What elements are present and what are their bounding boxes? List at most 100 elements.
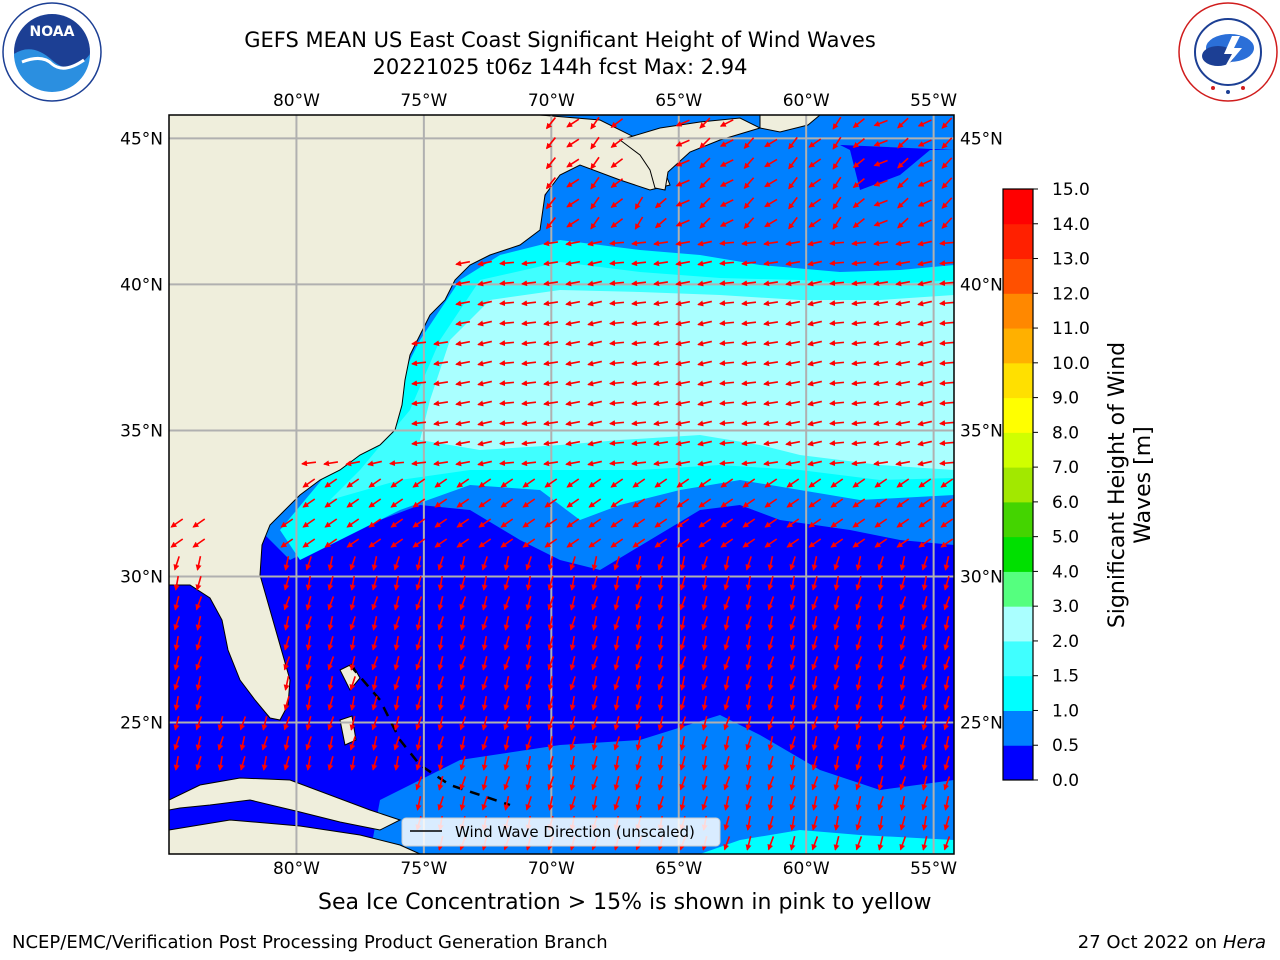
wave-arrow	[789, 556, 796, 571]
lat-tick-right: 25°N	[960, 714, 1003, 734]
wave-arrow	[393, 635, 400, 651]
wave-arrow	[855, 656, 863, 671]
wave-arrow	[346, 518, 360, 528]
wave-arrow	[789, 635, 796, 651]
wave-arrow	[459, 795, 466, 811]
wave-arrow	[699, 157, 711, 169]
wave-arrow	[697, 440, 713, 447]
wave-arrow	[415, 735, 422, 751]
wave-arrow	[653, 420, 669, 427]
wave-arrow	[324, 538, 338, 548]
wave-arrow	[349, 755, 356, 771]
colorbar-segment	[1003, 710, 1033, 746]
wave-arrow	[745, 796, 752, 811]
wave-arrow	[653, 400, 669, 407]
wave-arrow	[741, 240, 757, 247]
wave-arrow	[741, 420, 757, 427]
wave-arrow	[921, 776, 928, 791]
wave-arrow	[941, 137, 953, 149]
wave-arrow	[590, 156, 600, 170]
wave-arrow	[305, 676, 312, 691]
wave-arrow	[745, 776, 752, 791]
wave-arrow	[525, 796, 532, 811]
wave-arrow	[478, 538, 492, 548]
colorbar-segment	[1003, 536, 1033, 572]
wave-arrow	[873, 280, 889, 287]
wave-arrow	[371, 596, 379, 611]
wave-arrow	[698, 478, 712, 488]
wave-arrow	[327, 696, 334, 711]
wave-arrow	[521, 440, 537, 447]
wave-arrow	[943, 735, 950, 751]
wave-arrow	[565, 420, 581, 427]
wave-arrow	[591, 615, 598, 631]
wave-arrow	[679, 756, 686, 771]
wave-arrow	[481, 616, 488, 631]
wave-arrow	[195, 615, 202, 631]
lat-tick-right: 40°N	[960, 275, 1003, 295]
wave-arrow	[503, 716, 511, 731]
wave-arrow	[873, 240, 889, 247]
wave-arrow	[522, 538, 536, 548]
wave-arrow	[481, 796, 488, 811]
wave-arrow	[855, 615, 862, 631]
wave-arrow	[679, 596, 687, 611]
colorbar: 0.0 0.5 1.0 1.5 2.0 3.0 4.0 5.0 6.0 7.0 8.0 9.0 10.0…	[1002, 180, 1090, 791]
wave-arrow	[943, 816, 950, 831]
wave-arrow	[368, 518, 382, 528]
wave-arrow	[897, 157, 909, 169]
wave-arrow	[939, 320, 954, 327]
wave-arrow	[833, 616, 840, 631]
wave-arrow	[522, 478, 536, 488]
wave-arrow	[917, 440, 933, 447]
wave-arrow	[500, 538, 514, 548]
wave-arrow	[832, 216, 842, 230]
colorbar-segment	[1003, 640, 1033, 677]
wave-arrow	[173, 695, 180, 711]
wave-arrow	[173, 556, 180, 571]
wave-arrow	[767, 716, 775, 731]
wave-arrow	[675, 179, 690, 187]
wave-arrow	[305, 755, 312, 771]
wave-arrow	[477, 340, 493, 347]
wave-arrow	[393, 616, 400, 631]
wave-arrow	[788, 176, 798, 190]
wave-arrow	[763, 260, 779, 267]
wave-arrow	[939, 400, 954, 407]
wave-arrow	[371, 735, 378, 751]
wave-arrow	[569, 656, 576, 671]
wave-arrow	[807, 280, 823, 287]
wave-arrow	[675, 440, 691, 447]
colorbar-tick-label: 4.0	[1052, 562, 1079, 582]
wave-arrow	[635, 555, 642, 571]
wave-arrow	[455, 300, 471, 307]
wave-arrow	[877, 815, 884, 831]
wave-arrow	[459, 555, 466, 571]
wave-arrow	[719, 159, 734, 167]
lat-tick-right: 45°N	[960, 129, 1003, 149]
wave-arrow	[829, 300, 845, 307]
wave-arrow	[565, 280, 581, 287]
wave-arrow	[455, 280, 471, 287]
wave-arrow	[921, 836, 928, 851]
chart-title: GEFS MEAN US East Coast Significant Heig…	[244, 28, 876, 52]
axis-ticks: 80°W 80°W 75°W 75°W 70°W 70°W 65°W 65°W 60°W 60°W…	[120, 91, 1003, 879]
wave-arrow	[565, 240, 581, 247]
wave-arrow	[943, 716, 951, 731]
wave-arrow	[610, 158, 624, 168]
wave-arrow	[569, 635, 576, 651]
wave-arrow	[701, 635, 708, 651]
wave-arrow	[569, 575, 576, 591]
wave-arrow	[833, 596, 840, 611]
wave-arrow	[481, 776, 488, 791]
wave-arrow	[899, 636, 906, 651]
wave-arrow	[852, 217, 865, 229]
wave-arrow	[456, 478, 470, 488]
wave-arrow	[808, 218, 822, 228]
wave-arrow	[239, 735, 246, 751]
wave-arrow	[897, 177, 909, 189]
wave-arrow	[811, 795, 818, 811]
wave-arrow	[503, 555, 510, 571]
wave-arrow	[921, 616, 928, 631]
wave-arrow	[393, 736, 400, 751]
